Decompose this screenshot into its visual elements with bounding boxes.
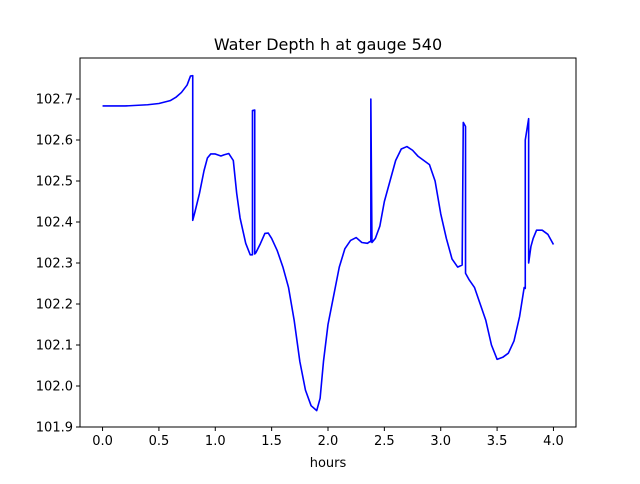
series-line-0 [102,74,555,412]
y-tick-label: 102.3 [36,257,73,272]
chart-title: Water Depth h at gauge 540 [214,35,442,54]
x-tick-label: 0.0 [92,434,113,449]
y-tick-label: 101.9 [36,421,73,436]
y-tick-label: 102.1 [36,339,73,354]
x-tick-label: 1.5 [261,434,282,449]
x-tick-label: 3.5 [487,434,508,449]
x-tick-label: 2.0 [318,434,339,449]
x-tick-label: 4.0 [543,434,564,449]
y-tick-label: 102.7 [36,93,73,108]
series-layer [102,74,555,412]
y-tick-label: 102.0 [36,380,73,395]
x-tick-label: 3.0 [430,434,451,449]
y-tick-label: 102.5 [36,175,73,190]
x-axis-ticks: 0.0 0.5 1.0 1.5 2.0 2.5 3.0 3.5 4.0 [92,427,564,449]
x-tick-label: 0.5 [149,434,170,449]
plot-area [80,58,576,427]
axes-frame [79,57,577,428]
y-tick-label: 102.2 [36,298,73,313]
x-axis-label: hours [310,456,347,471]
x-tick-label: 2.5 [374,434,395,449]
y-axis-ticks: 101.9 102.0 102.1 102.2 102.3 102.4 102.5 102.6… [36,93,80,436]
y-tick-label: 102.6 [36,134,73,149]
y-tick-label: 102.4 [36,216,73,231]
x-tick-label: 1.0 [205,434,226,449]
